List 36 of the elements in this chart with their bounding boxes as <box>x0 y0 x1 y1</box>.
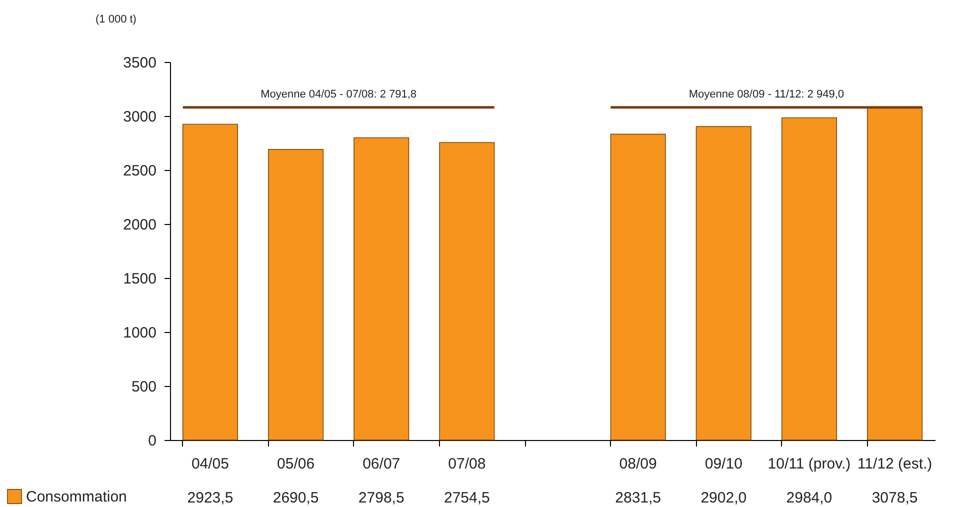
data-label: 2690,5 <box>272 490 319 506</box>
y-tick-label: 500 <box>131 378 156 396</box>
data-label: 2798,5 <box>358 490 404 506</box>
y-tick-label: 2000 <box>123 216 156 234</box>
legend-label: Consommation <box>26 488 127 506</box>
bar <box>867 107 923 440</box>
bar <box>354 137 410 440</box>
x-tick-label: 05/06 <box>277 456 315 472</box>
annotation: Moyenne 08/09 - 11/12: 2 949,0 <box>688 88 844 100</box>
bar <box>781 117 837 440</box>
x-tick-label: 10/11 (prov.) <box>768 456 851 472</box>
data-label: 2902,0 <box>700 490 747 506</box>
y-tick-label: 3000 <box>123 108 156 126</box>
x-tick-label: 07/08 <box>448 456 486 472</box>
bar <box>268 149 324 440</box>
y-tick-label: 2500 <box>123 162 156 180</box>
data-label: 2923,5 <box>187 490 234 506</box>
x-tick-label: 06/07 <box>362 456 400 472</box>
data-label: 3078,5 <box>872 490 918 506</box>
bar <box>610 134 666 440</box>
y-axis-title: (1 000 t) <box>96 14 136 26</box>
annotation: Moyenne 04/05 - 07/08: 2 791,8 <box>260 88 417 100</box>
y-tick-label: 1000 <box>123 324 156 342</box>
y-tick-label: 1500 <box>123 270 156 288</box>
data-label: 2984,0 <box>786 490 832 506</box>
x-tick-label: 11/12 (est.) <box>857 456 932 472</box>
bar <box>439 142 495 440</box>
x-tick-label: 08/09 <box>619 456 657 472</box>
x-tick-label: 04/05 <box>191 456 229 472</box>
y-tick-label: 0 <box>148 432 156 450</box>
bar <box>696 126 752 440</box>
data-label: 2754,5 <box>444 490 490 506</box>
data-label: 2831,5 <box>615 490 662 506</box>
y-tick-label: 3500 <box>123 54 156 72</box>
bar <box>182 124 238 440</box>
x-tick-label: 09/10 <box>704 456 742 472</box>
